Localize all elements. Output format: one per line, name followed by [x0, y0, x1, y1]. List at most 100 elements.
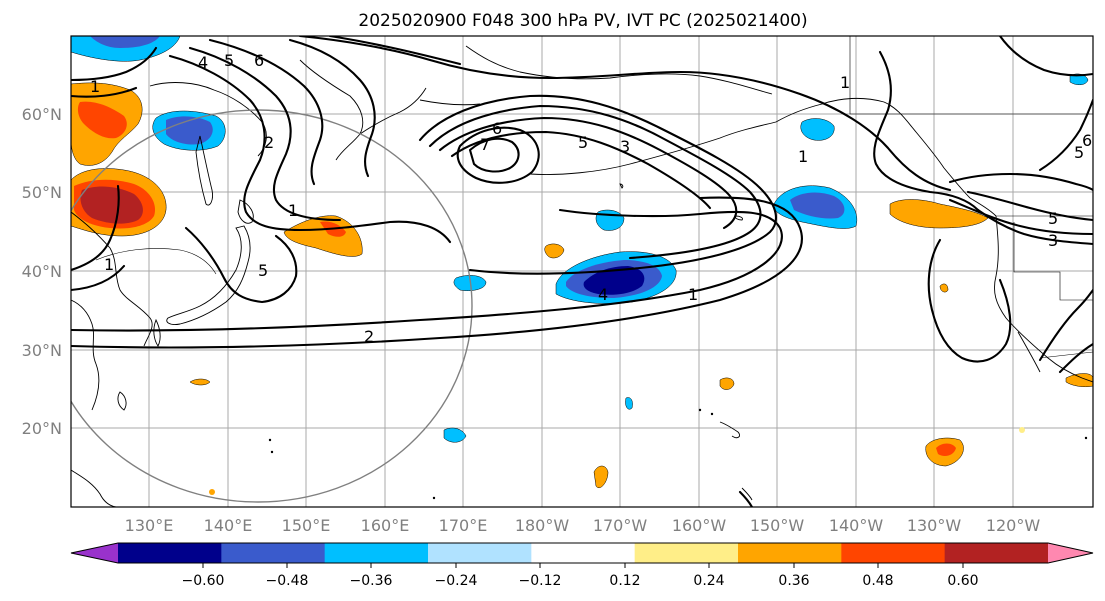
lon-label-130w: 130°W	[907, 516, 962, 535]
shade-strong-negative-kamchatka	[166, 116, 213, 145]
contour-se-2	[1058, 342, 1093, 374]
coast-small-island-1	[619, 183, 624, 189]
contour-trough-inner	[468, 137, 520, 173]
contour-label-3a: 3	[620, 137, 630, 156]
lon-label-150e: 150°E	[282, 516, 331, 535]
colorbar-segment	[324, 543, 429, 563]
contour-w-2	[71, 264, 126, 292]
lat-label-40n: 40°N	[22, 262, 62, 281]
contour-label-5d: 5	[1074, 143, 1084, 162]
shade-negative-alaska	[800, 118, 835, 141]
coast-bc	[943, 167, 997, 217]
colorbar-ticks	[202, 563, 964, 568]
border-china-russia	[95, 248, 217, 275]
contour-label-5a: 5	[258, 261, 268, 280]
shade-negative-small-hawaii-w	[625, 397, 633, 410]
colorbar-outline	[70, 542, 1094, 564]
contour-west-1	[168, 54, 452, 244]
lon-label-160w: 160°W	[672, 516, 727, 535]
lat-label-60n: 60°N	[22, 105, 62, 124]
lon-label-120w: 120°W	[986, 516, 1041, 535]
cb-label-10: 0.60	[947, 573, 978, 589]
contour-east-4	[948, 198, 1093, 236]
contour-se-1	[1038, 288, 1093, 362]
small-islands	[268, 408, 1088, 500]
border-us-states	[1013, 222, 1093, 301]
cb-label-1: −0.60	[182, 573, 225, 589]
cb-label-4: −0.24	[435, 573, 478, 589]
contour-east-6	[1038, 98, 1093, 172]
contour-label-5c: 5	[1048, 209, 1058, 228]
coast-china	[71, 299, 100, 411]
lat-label-20n: 20°N	[22, 419, 62, 438]
shade-strong-negative-gulf	[790, 192, 845, 219]
coastlines	[71, 45, 1093, 507]
contour-east-1	[873, 50, 980, 212]
colorbar-segment	[531, 543, 636, 563]
shade-negative-topright	[1069, 73, 1089, 85]
colorbar-segment	[118, 543, 222, 563]
contour-ridge-3	[438, 116, 738, 230]
coast-aleutian-west	[419, 99, 481, 106]
colorbar-segment	[634, 543, 739, 563]
lon-label-180w: 180°W	[515, 516, 570, 535]
coast-small-island-2	[741, 487, 753, 501]
contour-west-4	[288, 38, 376, 178]
contour-label-1f: 1	[90, 77, 100, 96]
contour-label-6b: 6	[1082, 131, 1092, 150]
contour-label-5b: 5	[578, 133, 588, 152]
colorbar-segment	[738, 543, 842, 563]
contour-nw-1	[71, 46, 158, 82]
colorbar-extend-high	[1048, 543, 1093, 563]
contour-east-3	[966, 190, 1093, 222]
contour-south-1	[738, 490, 754, 507]
cb-label-7: 0.24	[693, 573, 724, 589]
contour-ridge-2	[428, 104, 762, 260]
colorbar: −0.60 −0.48 −0.36 −0.24 −0.12 0.12 0.24 …	[70, 542, 1094, 589]
coast-japan-hokkaido	[237, 199, 254, 224]
contour-label-1c: 1	[798, 147, 808, 166]
contour-2-long	[71, 208, 783, 332]
contour-east-5	[948, 172, 1093, 192]
shade-strong-negative-topleft	[90, 36, 160, 48]
map-frame	[70, 35, 1094, 508]
shade-negative-small-south	[443, 427, 467, 443]
shade-positive-small-hawaii-n	[719, 377, 735, 390]
contour-japan-low	[184, 226, 298, 304]
pv-contours	[71, 36, 1093, 507]
coast-alaska-south	[775, 97, 945, 169]
colorbar-segment	[841, 543, 946, 563]
coast-korea	[153, 318, 161, 347]
contour-ridge-outer	[418, 94, 778, 275]
shade-negative-175w	[595, 209, 625, 231]
shade-positive-core-okhotsk	[77, 101, 127, 139]
coast-asia-mainland	[71, 211, 153, 347]
colorbar-segments	[70, 542, 1094, 564]
contour-label-6: 6	[254, 51, 264, 70]
contour-west-2	[188, 46, 342, 222]
coast-aleutian-chain	[529, 121, 777, 175]
coast-sakhalin	[195, 135, 213, 206]
cb-label-8: 0.36	[778, 573, 809, 589]
contour-label-4: 4	[198, 53, 208, 72]
island-dot-4	[698, 408, 702, 412]
contour-label-2b: 2	[364, 327, 374, 346]
shade-dot-2	[1019, 427, 1025, 433]
island-dot-1	[268, 438, 272, 442]
contour-label-5: 5	[224, 51, 234, 70]
lon-label-140e: 140°E	[204, 516, 253, 535]
contour-north-short	[328, 36, 462, 66]
cb-label-3: −0.36	[350, 573, 393, 589]
coast-baja	[1017, 331, 1041, 373]
figure-title: 2025020900 F048 300 hPa PV, IVT PC (2025…	[358, 11, 807, 31]
lat-label-50n: 50°N	[22, 183, 62, 202]
lon-label-160e: 160°E	[361, 516, 410, 535]
island-dot-5	[710, 412, 714, 416]
lon-label-150w: 150°W	[750, 516, 805, 535]
contour-east-2	[976, 208, 1093, 246]
contour-label-2a: 2	[264, 133, 274, 152]
contour-ne-1	[998, 36, 1093, 77]
shade-positive-small-west	[189, 378, 211, 386]
shade-max-negative-central	[583, 266, 645, 295]
colorbar-segment	[944, 543, 1049, 563]
